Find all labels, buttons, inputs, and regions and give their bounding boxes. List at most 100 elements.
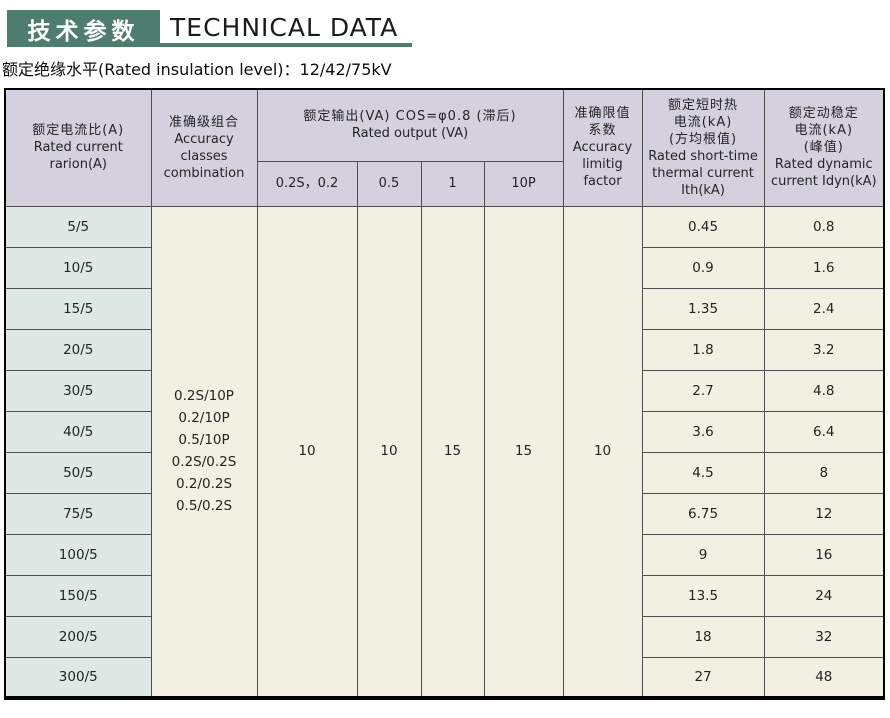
- idyn-cell: 24: [763, 574, 885, 617]
- ith-cell: 13.5: [641, 574, 765, 617]
- ratio-cell: 75/5: [4, 492, 152, 535]
- table-row: 40/5 3.6 6.4: [4, 410, 885, 453]
- ith-cell: 2.7: [641, 369, 765, 412]
- idyn-cell: 1.6: [763, 246, 885, 289]
- header-line: 电流(kA): [794, 123, 854, 139]
- ith-cell: 9: [641, 533, 765, 576]
- idyn-cell: 2.4: [763, 287, 885, 330]
- header-line: 0.2/0.2S: [175, 476, 233, 493]
- idyn-cell: 3.2: [763, 328, 885, 371]
- header-line: 电流(kA): [673, 114, 733, 130]
- table-row: 20/5 1.8 3.2: [4, 328, 885, 371]
- header-output-subcol: 1: [420, 160, 485, 207]
- table-row: 100/5 9 16: [4, 533, 885, 576]
- header-line: 0.5/0.2S: [175, 498, 233, 515]
- header-thermal-current: 额定短时热 电流(kA) (方均根值) Rated short-time thermal…: [641, 88, 765, 207]
- accuracy-combinations-cell: 0.2S/10P 0.2/10P 0.5/10P 0.2S/0.2S 0.2/0.2S 0…: [150, 205, 258, 699]
- rated-output-cell: 15: [420, 205, 485, 699]
- header-line: 0.2S/10P: [174, 388, 234, 405]
- header-line: combination: [163, 165, 245, 181]
- header-line: Rated output (VA): [351, 126, 469, 142]
- header-dynamic-current: 额定动稳定 电流(kA) (峰值) Rated dynamic current Idyn…: [763, 88, 885, 207]
- idyn-cell: 12: [763, 492, 885, 535]
- header-line: thermal current: [652, 165, 754, 181]
- header-line: Accuracy: [174, 131, 234, 147]
- ith-cell: 4.5: [641, 451, 765, 494]
- table-body: 5/5 0.2S/10P 0.2/10P 0.5/10P 0.2S/0.2S 0.2/0.…: [4, 205, 885, 699]
- header-line: factor: [583, 174, 622, 190]
- header-rated-output-group: 额定输出(VA) COS=φ0.8 (滞后) Rated output (VA): [256, 88, 564, 162]
- header-line: classes: [180, 148, 228, 164]
- header-line: Ith(kA): [681, 182, 725, 198]
- header-line: 准确级组合: [168, 114, 239, 130]
- rated-insulation-level: 额定绝缘水平(Rated insulation level)：12/42/75k…: [2, 60, 392, 79]
- table-row: 300/5 27 48: [4, 656, 885, 699]
- ratio-cell: 200/5: [4, 615, 152, 658]
- idyn-cell: 32: [763, 615, 885, 658]
- header-output-subcol: 10P: [483, 160, 564, 207]
- header-line: rarion(A): [49, 157, 108, 173]
- ratio-cell: 50/5: [4, 451, 152, 494]
- header-line: 0.5/10P: [178, 432, 230, 449]
- ratio-cell: 5/5: [4, 205, 152, 248]
- ratio-cell: 150/5: [4, 574, 152, 617]
- header-line: 额定短时热: [668, 97, 739, 113]
- idyn-cell: 4.8: [763, 369, 885, 412]
- table-row: 10/5 0.9 1.6: [4, 246, 885, 289]
- header-line: 额定输出(VA) COS=φ0.8 (滞后): [303, 109, 517, 125]
- table-row: 50/5 4.5 8: [4, 451, 885, 494]
- rated-output-cell: 15: [483, 205, 564, 699]
- idyn-cell: 8: [763, 451, 885, 494]
- header-accuracy-classes: 准确级组合 Accuracy classes combination: [150, 88, 258, 207]
- ratio-cell: 40/5: [4, 410, 152, 453]
- ith-cell: 1.8: [641, 328, 765, 371]
- table-header: 额定电流比(A) Rated current rarion(A) 准确级组合 Accur…: [4, 88, 885, 207]
- ith-cell: 3.6: [641, 410, 765, 453]
- technical-data-table: 额定电流比(A) Rated current rarion(A) 准确级组合 Accur…: [4, 88, 886, 700]
- header-accuracy-limiting-factor: 准确限值 系数 Accuracy limitig factor: [562, 88, 643, 207]
- ratio-cell: 10/5: [4, 246, 152, 289]
- ith-cell: 0.45: [641, 205, 765, 248]
- accuracy-limiting-factor-cell: 10: [562, 205, 643, 699]
- header-line: Accuracy: [572, 140, 633, 156]
- header-output-subcol: 0.5: [356, 160, 422, 207]
- ratio-cell: 30/5: [4, 369, 152, 412]
- header-line: Rated current: [33, 140, 123, 156]
- header-row-sub: 0.2S，0.2 0.5 1 10P: [5, 160, 884, 207]
- page-title-en: TECHNICAL DATA: [160, 7, 413, 47]
- page-title-zh: 技术参数: [7, 10, 160, 47]
- header-output-subcol: 0.2S，0.2: [256, 160, 358, 207]
- table-row: 150/5 13.5 24: [4, 574, 885, 617]
- header-line: current Idyn(kA): [770, 174, 877, 190]
- rated-output-cell: 10: [256, 205, 358, 699]
- ratio-cell: 100/5: [4, 533, 152, 576]
- header-rated-current-ratio: 额定电流比(A) Rated current rarion(A): [4, 88, 152, 207]
- ratio-cell: 20/5: [4, 328, 152, 371]
- ith-cell: 1.35: [641, 287, 765, 330]
- header-line: 额定电流比(A): [32, 123, 125, 139]
- table-row: 5/5 0.2S/10P 0.2/10P 0.5/10P 0.2S/0.2S 0.2/0.…: [4, 205, 885, 699]
- header-line: (峰值): [803, 140, 844, 156]
- rated-output-cell: 10: [356, 205, 422, 699]
- ith-cell: 27: [641, 656, 765, 699]
- header-line: (方均根值): [668, 131, 738, 147]
- header-line: 额定动稳定: [788, 106, 859, 122]
- header-line: 0.2/10P: [178, 410, 230, 427]
- idyn-cell: 48: [763, 656, 885, 699]
- ratio-cell: 300/5: [4, 656, 152, 699]
- ith-cell: 6.75: [641, 492, 765, 535]
- header-line: 准确限值: [574, 106, 631, 122]
- ith-cell: 0.9: [641, 246, 765, 289]
- header-line: 0.2S/0.2S: [171, 454, 237, 471]
- header-row-main: 额定电流比(A) Rated current rarion(A) 准确级组合 Accur…: [4, 88, 885, 207]
- table-row: 75/5 6.75 12: [4, 492, 885, 535]
- header-line: Rated dynamic: [774, 157, 873, 173]
- table-row: 200/5 18 32: [4, 615, 885, 658]
- header-line: limitig: [582, 157, 623, 173]
- idyn-cell: 6.4: [763, 410, 885, 453]
- idyn-cell: 16: [763, 533, 885, 576]
- page-header: 技术参数 TECHNICAL DATA: [7, 10, 890, 47]
- header-line: Rated short-time: [648, 148, 758, 164]
- idyn-cell: 0.8: [763, 205, 885, 248]
- header-line: 系数: [588, 123, 617, 139]
